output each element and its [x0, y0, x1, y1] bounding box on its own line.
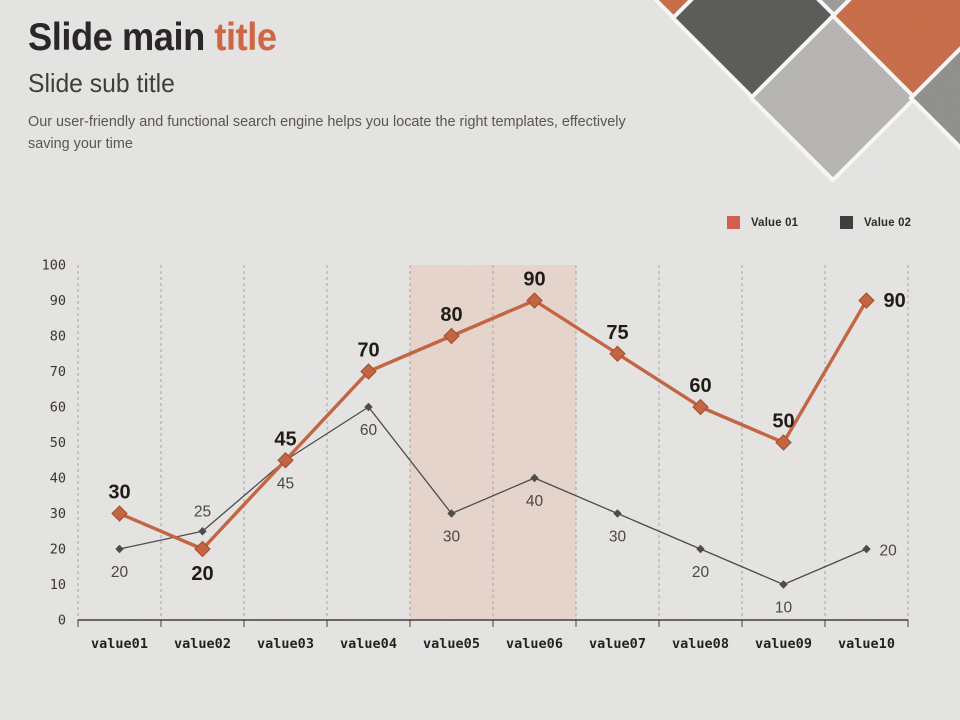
- y-tick-label: 40: [50, 471, 66, 487]
- data-point-label: 90: [884, 290, 906, 312]
- y-axis-labels: 0 10 20 30 40 50 60 70 80 90 100: [42, 258, 66, 629]
- page-title: Slide main title: [28, 14, 607, 62]
- slide-header: Slide main title Slide sub title Our use…: [28, 14, 651, 155]
- x-category-label: value01: [91, 636, 148, 652]
- data-point-label: 25: [194, 503, 211, 520]
- y-tick-label: 90: [50, 293, 66, 309]
- x-axis: [77, 619, 909, 627]
- data-point-label: 90: [523, 269, 545, 291]
- data-point-label: 20: [191, 563, 213, 585]
- legend-item-value01: Value 01: [727, 215, 801, 229]
- y-tick-label: 0: [58, 613, 66, 629]
- chart-legend: Value 01 Value 02: [727, 215, 913, 229]
- x-category-label: value08: [672, 636, 729, 652]
- data-point-label: 20: [692, 564, 710, 581]
- data-point-label: 30: [108, 482, 130, 504]
- title-accent-text: title: [214, 16, 277, 59]
- data-point-marker: [779, 580, 788, 589]
- data-point-marker: [858, 292, 875, 309]
- data-point-label: 30: [609, 529, 627, 546]
- x-category-label: value03: [257, 636, 314, 652]
- slide-subtitle: Slide sub title: [28, 68, 175, 98]
- data-point-label: 40: [526, 493, 544, 510]
- y-tick-label: 100: [42, 258, 66, 274]
- data-point-label: 45: [274, 428, 296, 450]
- data-point-label: 75: [606, 322, 628, 344]
- y-tick-label: 70: [50, 364, 66, 380]
- legend-label-value02: Value 02: [863, 215, 911, 229]
- x-category-label: value06: [506, 636, 563, 652]
- y-tick-label: 50: [50, 435, 66, 451]
- description-line-1: Our user-friendly and functional search …: [28, 113, 626, 130]
- slide-description: Our user-friendly and functional search …: [28, 111, 626, 155]
- legend-swatch-value01: [727, 215, 740, 229]
- y-tick-label: 20: [50, 542, 66, 558]
- data-point-marker: [613, 509, 622, 518]
- y-tick-label: 30: [50, 506, 66, 522]
- x-category-label: value05: [423, 636, 480, 652]
- legend-label-value01: Value 01: [751, 215, 799, 229]
- data-point-label: 10: [775, 600, 793, 617]
- x-category-label: value04: [340, 636, 397, 652]
- title-main-text: Slide main: [28, 16, 215, 59]
- data-point-label: 60: [689, 375, 711, 397]
- data-point-marker: [115, 544, 124, 554]
- legend-swatch-value02: [839, 215, 853, 229]
- x-category-label: value02: [174, 636, 231, 652]
- data-point-label: 20: [111, 564, 129, 581]
- data-point-label: 20: [880, 543, 898, 560]
- x-axis-labels: value01 value02 value03 value04 value05 value…: [91, 636, 895, 652]
- data-point-label: 80: [440, 304, 462, 326]
- data-point-marker: [111, 505, 128, 522]
- data-point-marker: [696, 544, 705, 554]
- x-category-label: value09: [755, 636, 812, 652]
- data-point-marker: [862, 544, 871, 554]
- description-line-2: saving your time: [28, 135, 133, 152]
- data-point-label: 50: [772, 411, 794, 433]
- y-tick-label: 10: [50, 577, 66, 593]
- data-point-label: 60: [360, 422, 378, 439]
- x-category-label: value10: [838, 636, 895, 652]
- data-point-label: 45: [277, 475, 294, 492]
- data-point-marker: [775, 434, 792, 451]
- legend-item-value02: Value 02: [839, 215, 914, 229]
- y-tick-label: 60: [50, 400, 66, 416]
- data-point-label: 70: [357, 340, 379, 362]
- y-tick-label: 80: [50, 329, 66, 345]
- data-point-label: 30: [443, 529, 461, 546]
- x-category-label: value07: [589, 636, 646, 652]
